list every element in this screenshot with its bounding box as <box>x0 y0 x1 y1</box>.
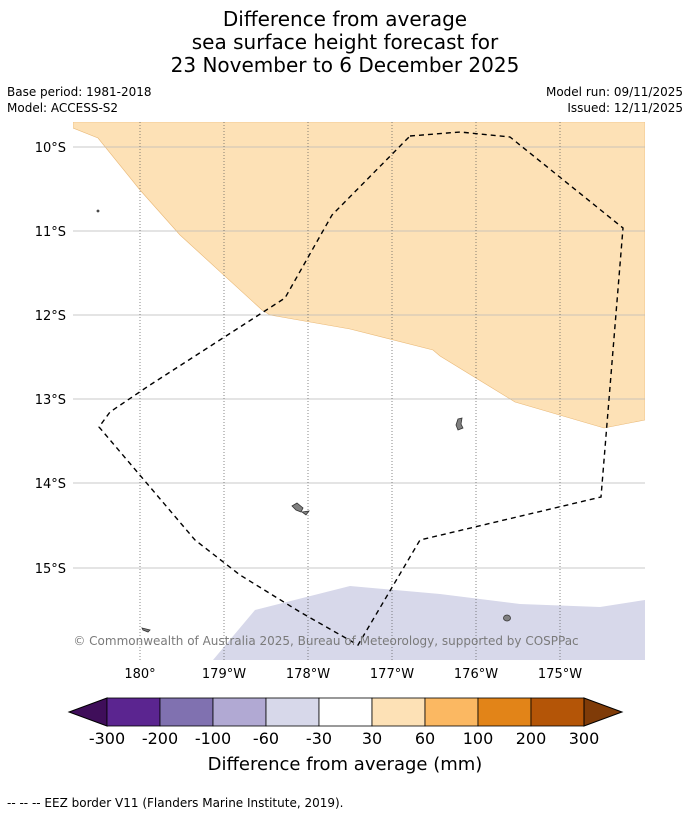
colorbar-tick-label: -60 <box>253 729 279 748</box>
islands <box>96 209 511 633</box>
lon-label: 178°W <box>286 667 330 682</box>
colorbar-swatch <box>530 697 585 727</box>
copyright-notice: © Commonwealth of Australia 2025, Bureau… <box>73 634 578 648</box>
latitude-gridlines <box>73 146 645 569</box>
island-southwest <box>141 627 151 633</box>
lon-label: 177°W <box>370 667 414 682</box>
eez-footnote: -- -- -- EEZ border V11 (Flanders Marine… <box>7 796 344 810</box>
colorbar-tick-label: 200 <box>516 729 547 748</box>
colorbar-label: Difference from average (mm) <box>208 754 483 775</box>
map-area: © Commonwealth of Australia 2025, Bureau… <box>73 122 645 660</box>
colorbar-tick-label: 100 <box>463 729 494 748</box>
colorbar-tick-label: 30 <box>362 729 382 748</box>
colorbar-swatch <box>265 697 320 727</box>
colorbar-swatch <box>318 697 373 727</box>
meta-left: Base period: 1981-2018 Model: ACCESS-S2 <box>7 84 152 116</box>
colorbar-swatch <box>477 697 532 727</box>
lat-label: 10°S <box>35 141 66 156</box>
model-name: Model: ACCESS-S2 <box>7 101 119 115</box>
meta-right: Model run: 09/11/2025 Issued: 12/11/2025 <box>546 84 683 116</box>
colorbar <box>67 697 624 727</box>
title-line-1: Difference from average <box>222 7 468 31</box>
lat-label: 14°S <box>35 477 66 492</box>
map-figure: © Commonwealth of Australia 2025, Bureau… <box>35 122 645 775</box>
colorbar-swatch <box>212 697 267 727</box>
lon-label: 180° <box>124 667 155 682</box>
map-title: Difference from average sea surface heig… <box>0 8 690 77</box>
colorbar-tick-label: -200 <box>142 729 178 748</box>
eez-border <box>98 131 624 646</box>
title-line-2: sea surface height forecast for <box>191 30 499 54</box>
lon-label: 175°W <box>538 667 582 682</box>
colorbar-tick-label: 60 <box>415 729 435 748</box>
islet-west <box>96 209 100 213</box>
latitude-labels: 10°S 11°S 12°S 13°S 14°S 15°S <box>35 141 66 577</box>
colorbar-ticks: -300 -200 -100 -60 -30 30 60 100 200 300 <box>89 729 599 748</box>
colorbar-swatch <box>106 697 161 727</box>
colorbar-tick-label: -300 <box>89 729 125 748</box>
colorbar-tick-label: 300 <box>569 729 600 748</box>
colorbar-extend-low <box>67 697 108 727</box>
lat-label: 15°S <box>35 562 66 577</box>
lon-label: 176°W <box>454 667 498 682</box>
longitude-labels: 180° 179°W 178°W 177°W 176°W 175°W <box>124 667 582 682</box>
colorbar-tick-label: -30 <box>306 729 332 748</box>
negative-anomaly-region <box>213 586 645 660</box>
title-line-3: 23 November to 6 December 2025 <box>170 53 520 77</box>
colorbar-tick-label: -100 <box>195 729 231 748</box>
colorbar-swatch <box>371 697 426 727</box>
lon-label: 179°W <box>202 667 246 682</box>
island-central-b <box>300 510 310 516</box>
colorbar-swatch <box>159 697 214 727</box>
island-south <box>503 614 511 622</box>
lat-label: 12°S <box>35 309 66 324</box>
positive-anomaly-region <box>73 122 645 429</box>
lat-label: 11°S <box>35 225 66 240</box>
issued-date: Issued: 12/11/2025 <box>567 101 683 115</box>
lat-label: 13°S <box>35 393 66 408</box>
model-run: Model run: 09/11/2025 <box>545 85 683 99</box>
colorbar-swatch <box>424 697 479 727</box>
island-east <box>455 417 464 431</box>
island-central-a <box>291 502 304 513</box>
colorbar-extend-high <box>583 697 624 727</box>
base-period: Base period: 1981-2018 <box>7 85 152 99</box>
